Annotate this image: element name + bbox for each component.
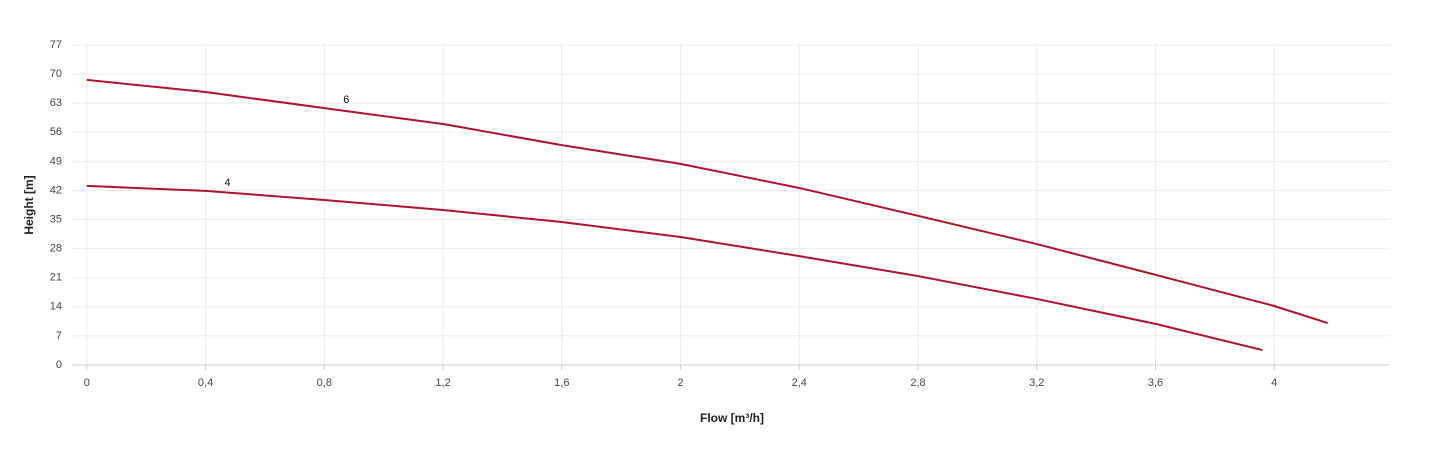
y-tick-label: 14 (50, 301, 62, 313)
y-axis-label: Height [m] (22, 175, 36, 234)
x-tick-label: 4 (1271, 377, 1277, 389)
x-tick-label: 2 (677, 377, 683, 389)
y-tick-label: 70 (50, 68, 62, 80)
x-tick-label: 0,4 (198, 377, 213, 389)
series-label: 4 (225, 177, 231, 189)
x-tick-label: 2,4 (792, 377, 807, 389)
line (86, 78, 1328, 324)
y-tick-label: 56 (50, 126, 62, 138)
x-tick-label: 0 (84, 377, 90, 389)
line (86, 184, 1263, 352)
y-tick-label: 35 (50, 213, 62, 225)
series-label: 6 (343, 94, 349, 106)
x-tick-label: 3,2 (1029, 377, 1044, 389)
x-axis-label: Flow [m³/h] (700, 411, 764, 425)
x-tick-label: 1,6 (554, 377, 569, 389)
x-tick-label: 2,8 (910, 377, 925, 389)
y-tick-label: 77 (50, 39, 62, 51)
y-tick-label: 28 (50, 243, 62, 255)
x-tick-label: 3,6 (1148, 377, 1163, 389)
y-tick-label: 0 (56, 359, 62, 371)
y-tick-label: 7 (56, 330, 62, 342)
x-tick-label: 0,8 (317, 377, 332, 389)
y-tick-label: 49 (50, 155, 62, 167)
y-tick-label: 42 (50, 184, 62, 196)
x-tick-label: 1,2 (435, 377, 450, 389)
y-tick-label: 21 (50, 272, 62, 284)
y-tick-label: 63 (50, 97, 62, 109)
